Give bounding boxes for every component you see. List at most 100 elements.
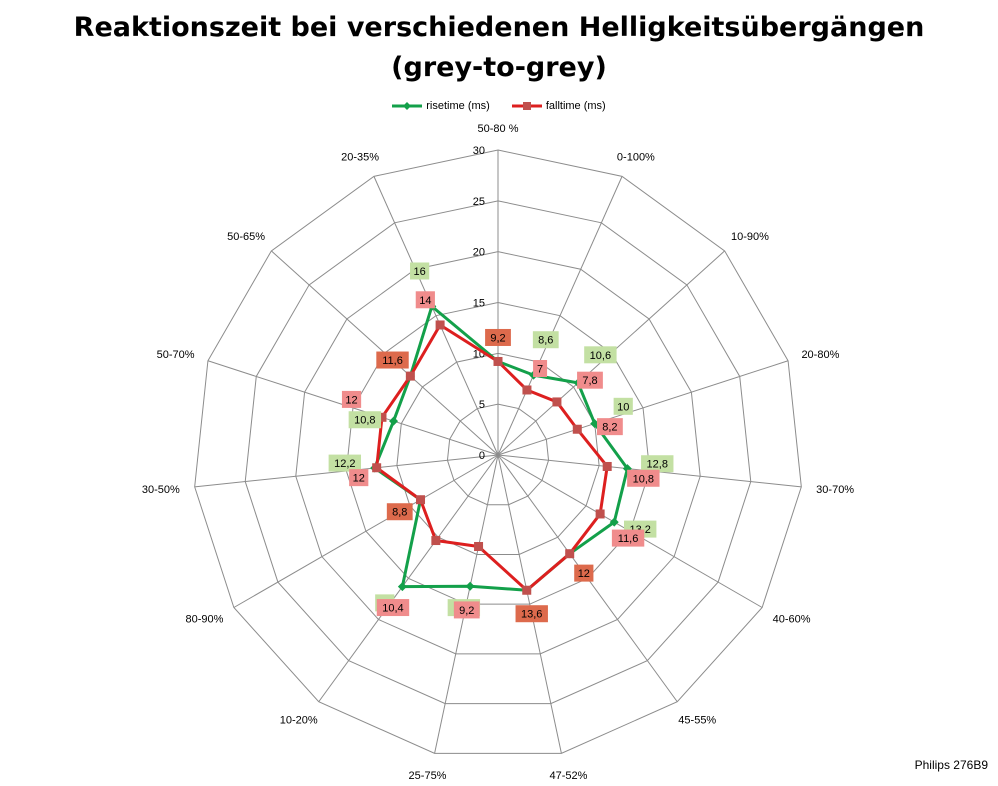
- data-label-combined: 8,8: [392, 507, 407, 519]
- data-label-fall: 12: [345, 394, 357, 406]
- fall-point: [405, 371, 415, 381]
- rise-point: [590, 419, 600, 429]
- fall-point: [522, 585, 532, 595]
- data-label-rise: 10,6: [590, 350, 611, 362]
- category-label: 10-20%: [280, 715, 318, 727]
- legend-item-rise: risetime (ms): [392, 100, 490, 112]
- data-label-rise: 8,6: [538, 335, 553, 347]
- data-labels: 9,28,6710,67,8108,212,810,813,211,61213,…: [328, 262, 674, 623]
- grid-spoke: [497, 360, 789, 456]
- category-label: 10-90%: [731, 231, 769, 243]
- fall-point: [572, 424, 582, 434]
- category-label: 20-80%: [801, 349, 839, 361]
- fall-point: [377, 412, 387, 422]
- category-label: 20-35%: [341, 151, 379, 163]
- chart-title: Reaktionszeit bei verschiedenen Helligke…: [0, 8, 998, 88]
- fall-point: [431, 536, 441, 546]
- data-label-rise-bg: [641, 455, 674, 473]
- legend-fall-swatch: [511, 102, 542, 110]
- data-label-rise-bg: [348, 411, 382, 429]
- radar-grid: 0 5 10 15 20 25 30 50-80 % 0-100% 10-90% 20-80% 30-…: [142, 123, 854, 782]
- rise-point: [609, 517, 619, 527]
- data-label-fall-bg: [341, 390, 362, 408]
- grid-spoke: [497, 454, 562, 754]
- fall-point: [552, 397, 562, 407]
- category-label: 25-75%: [409, 770, 447, 782]
- category-label: 40-60%: [773, 614, 811, 626]
- data-label-combined-bg: [376, 351, 409, 369]
- fall-point: [522, 385, 532, 395]
- data-label-fall-bg: [376, 599, 410, 617]
- rise-point: [389, 416, 399, 426]
- grid-spoke: [233, 454, 499, 608]
- series-line-fall: [375, 323, 609, 592]
- data-label-rise: 10,8: [354, 415, 375, 427]
- fall-point: [493, 356, 503, 366]
- radial-tick-label: 25: [473, 196, 485, 208]
- category-label: 80-90%: [185, 614, 223, 626]
- radial-tick-label: 30: [473, 145, 485, 157]
- data-label-combined: 11,6: [382, 355, 403, 367]
- data-label-rise: 16: [414, 266, 426, 278]
- data-label-rise: 10: [617, 401, 629, 413]
- data-label-combined-bg: [485, 328, 511, 346]
- data-label-fall-bg: [611, 529, 645, 547]
- data-label-fall-bg: [627, 469, 660, 487]
- data-label-rise-bg: [410, 262, 430, 280]
- data-label-fall: 10,8: [633, 473, 654, 485]
- footer-text: Philips 276B9: [914, 758, 988, 772]
- fall-point: [416, 495, 426, 505]
- category-label: 30-70%: [816, 484, 854, 496]
- fall-point: [372, 463, 382, 473]
- category-label: 50-80 %: [478, 123, 519, 135]
- fall-point: [595, 509, 605, 519]
- title-line-2: (grey-to-grey): [391, 52, 607, 83]
- data-label-rise: 12,2: [334, 458, 355, 470]
- data-label-fall: 12: [353, 473, 365, 485]
- data-label-fall: 7: [537, 364, 543, 376]
- fall-point: [565, 549, 575, 559]
- data-label-rise-bg: [613, 397, 633, 415]
- data-label-fall: 10,4: [382, 603, 403, 615]
- data-label-fall-bg: [577, 371, 603, 389]
- radial-tick-label: 20: [473, 247, 485, 259]
- data-label-fall: 14: [419, 295, 431, 307]
- legend-rise-label: risetime (ms): [426, 100, 490, 112]
- category-label: 0-100%: [617, 151, 655, 163]
- radial-tick-label: 5: [479, 399, 485, 411]
- series-line-rise: [373, 304, 629, 592]
- category-label: 45-55%: [678, 715, 716, 727]
- data-label-rise-bg: [532, 331, 559, 349]
- grid-ring: [194, 149, 802, 754]
- data-label-fall-bg: [597, 418, 623, 436]
- grid-ring: [345, 301, 651, 605]
- data-label-combined: 13,6: [521, 609, 542, 621]
- rise-point: [397, 582, 407, 592]
- legend-rise-swatch: [392, 102, 423, 110]
- data-label-fall-bg: [349, 469, 369, 487]
- fall-point: [602, 461, 612, 471]
- legend: risetime (ms) falltime (ms): [0, 100, 998, 112]
- data-label-fall: 9,2: [459, 605, 474, 617]
- data-label-combined-bg: [515, 605, 548, 623]
- data-label-combined-bg: [386, 503, 413, 521]
- radar-series: [370, 301, 632, 595]
- data-label-fall: 7,8: [582, 375, 597, 387]
- radial-tick-label: 0: [479, 450, 485, 462]
- data-label-fall: 8,2: [602, 422, 617, 434]
- data-label-combined: 12: [578, 568, 590, 580]
- grid-ring: [396, 352, 600, 555]
- legend-item-fall: falltime (ms): [511, 100, 606, 112]
- fall-point: [474, 541, 484, 551]
- legend-fall-label: falltime (ms): [545, 100, 606, 112]
- data-label-fall-bg: [453, 601, 480, 619]
- data-label-combined: 9,2: [490, 332, 505, 344]
- grid-spoke: [497, 176, 623, 456]
- grid-ring: [244, 200, 752, 705]
- category-label: 50-65%: [227, 231, 265, 243]
- data-label-fall-bg: [415, 291, 435, 309]
- category-label: 30-50%: [142, 484, 180, 496]
- fall-point: [435, 320, 445, 330]
- category-label: 47-52%: [550, 770, 588, 782]
